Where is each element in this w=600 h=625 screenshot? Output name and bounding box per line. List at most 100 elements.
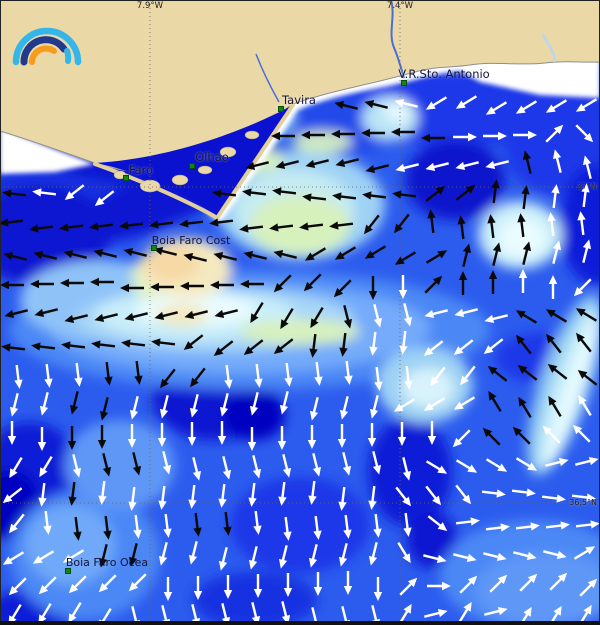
flow-arrow-black bbox=[31, 342, 56, 351]
flow-arrow-white bbox=[44, 363, 53, 388]
flow-arrow-white bbox=[372, 451, 382, 475]
flow-arrow-white bbox=[38, 576, 57, 595]
flow-arrow-black bbox=[425, 185, 446, 202]
flow-arrow-white bbox=[578, 394, 592, 417]
flow-arrow-black bbox=[334, 246, 357, 260]
flow-arrow-white bbox=[342, 452, 352, 476]
flow-arrow-white bbox=[577, 211, 586, 236]
flow-arrow-black bbox=[223, 511, 232, 536]
flow-arrow-white bbox=[7, 421, 17, 445]
flow-arrow-white bbox=[423, 397, 446, 411]
flow-arrow-black bbox=[243, 250, 267, 260]
flow-arrow-white bbox=[552, 149, 562, 173]
flow-arrow-black bbox=[548, 395, 562, 418]
flow-arrow-white bbox=[485, 101, 508, 115]
flow-arrow-white bbox=[252, 455, 262, 479]
flow-arrow-black bbox=[154, 311, 178, 321]
flow-arrow-black bbox=[212, 189, 237, 198]
flow-arrow-black bbox=[310, 306, 324, 329]
flow-arrow-white bbox=[278, 545, 288, 569]
flow-arrow-black bbox=[128, 543, 138, 567]
flow-arrow-black bbox=[34, 308, 58, 318]
flow-arrow-white bbox=[192, 457, 202, 481]
flow-arrow-white bbox=[511, 488, 536, 497]
flow-arrow-white bbox=[489, 574, 508, 593]
flow-arrow-black bbox=[575, 332, 592, 353]
flow-arrow-white bbox=[545, 521, 570, 530]
flow-arrow-white bbox=[338, 486, 347, 511]
flow-arrow-black bbox=[309, 333, 318, 358]
flow-arrow-black bbox=[299, 222, 324, 231]
flow-arrow-white bbox=[313, 515, 322, 540]
flow-arrow-white bbox=[404, 365, 413, 390]
flow-arrow-black bbox=[512, 426, 531, 445]
flow-arrow-black bbox=[545, 333, 562, 354]
flow-arrow-black bbox=[339, 332, 348, 357]
flow-arrow-white bbox=[248, 546, 258, 570]
flow-arrow-black bbox=[73, 516, 82, 541]
flow-arrow-black bbox=[487, 365, 508, 382]
flow-arrow-black bbox=[132, 452, 142, 476]
flow-arrow-black bbox=[361, 128, 385, 138]
flow-arrow-white bbox=[278, 481, 287, 506]
rainbow-arcs-logo bbox=[12, 27, 82, 66]
flow-arrow-black bbox=[333, 279, 352, 298]
flow-arrow-white bbox=[314, 361, 323, 386]
flow-arrow-white bbox=[485, 523, 510, 532]
flow-arrow-black bbox=[3, 251, 27, 261]
flow-arrow-white bbox=[459, 365, 476, 386]
flow-arrow-white bbox=[402, 457, 412, 481]
flow-arrow-white bbox=[453, 396, 476, 410]
flow-arrow-black bbox=[213, 251, 237, 261]
flow-arrow-white bbox=[571, 493, 596, 502]
flow-arrow-black bbox=[334, 100, 358, 110]
flow-arrow-white bbox=[253, 574, 263, 598]
flow-arrow-white bbox=[373, 513, 382, 538]
flow-arrow-black bbox=[547, 363, 568, 380]
flow-arrow-black bbox=[427, 209, 436, 234]
flow-arrow-white bbox=[455, 484, 472, 505]
flow-arrow-black bbox=[93, 248, 117, 258]
flow-arrow-white bbox=[249, 392, 259, 416]
flow-arrow-white bbox=[541, 494, 566, 503]
flow-arrow-white bbox=[395, 486, 412, 507]
flow-arrow-black bbox=[245, 161, 269, 171]
flow-arrow-white bbox=[308, 480, 317, 505]
flow-arrow-white bbox=[39, 455, 53, 478]
flow-arrow-white bbox=[8, 513, 25, 534]
flow-arrow-white bbox=[519, 573, 538, 592]
flow-arrow-black bbox=[301, 130, 325, 140]
flow-arrow-black bbox=[365, 164, 389, 174]
flow-arrow-white bbox=[223, 575, 233, 599]
flow-arrow-white bbox=[307, 425, 317, 449]
flow-arrow-black bbox=[491, 179, 500, 204]
flow-arrow-white bbox=[2, 551, 25, 565]
flow-arrow-white bbox=[279, 391, 289, 415]
flow-arrow-black bbox=[94, 313, 118, 323]
flow-arrow-white bbox=[254, 363, 263, 388]
flow-arrow-white bbox=[219, 393, 229, 417]
flow-arrow-black bbox=[103, 515, 112, 540]
flow-arrow-black bbox=[189, 367, 206, 388]
flow-arrow-white bbox=[481, 489, 506, 498]
flow-arrow-white bbox=[518, 269, 528, 293]
flow-arrow-white bbox=[218, 547, 228, 571]
flow-arrow-black bbox=[515, 310, 538, 324]
flow-arrow-black bbox=[275, 160, 299, 170]
flow-arrow-black bbox=[33, 250, 57, 260]
flow-arrow-white bbox=[247, 427, 257, 451]
flow-arrow-white bbox=[158, 485, 167, 510]
flow-arrow-white bbox=[32, 550, 55, 564]
flow-arrow-black bbox=[98, 544, 108, 568]
flow-arrow-black bbox=[2, 189, 27, 198]
flow-arrow-black bbox=[280, 307, 294, 330]
flow-arrow-white bbox=[283, 516, 292, 541]
flow-arrow-black bbox=[150, 282, 174, 292]
flow-arrow-black bbox=[363, 214, 380, 235]
flow-arrow-white bbox=[455, 161, 479, 171]
flow-arrow-black bbox=[120, 283, 144, 293]
flow-arrow-white bbox=[68, 601, 82, 624]
flow-arrow-white bbox=[9, 393, 19, 417]
flow-arrow-black bbox=[305, 159, 329, 169]
